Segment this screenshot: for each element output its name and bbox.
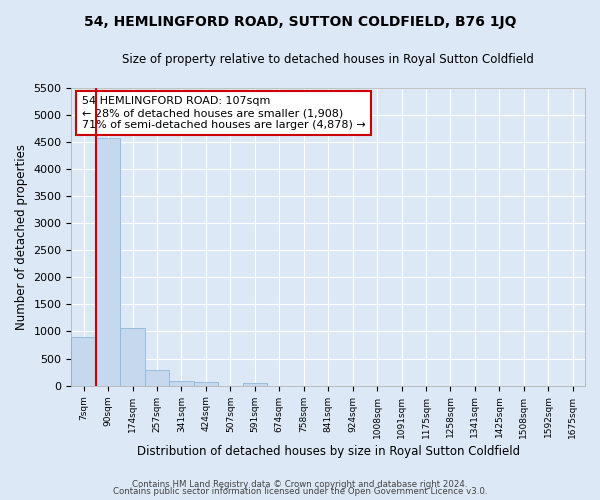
Bar <box>169 381 194 386</box>
Text: 54 HEMLINGFORD ROAD: 107sqm
← 28% of detached houses are smaller (1,908)
71% of : 54 HEMLINGFORD ROAD: 107sqm ← 28% of det… <box>82 96 365 130</box>
Bar <box>194 382 218 386</box>
Bar <box>145 370 169 386</box>
Y-axis label: Number of detached properties: Number of detached properties <box>15 144 28 330</box>
X-axis label: Distribution of detached houses by size in Royal Sutton Coldfield: Distribution of detached houses by size … <box>137 444 520 458</box>
Text: Contains public sector information licensed under the Open Government Licence v3: Contains public sector information licen… <box>113 487 487 496</box>
Bar <box>71 337 96 386</box>
Bar <box>96 138 121 386</box>
Title: Size of property relative to detached houses in Royal Sutton Coldfield: Size of property relative to detached ho… <box>122 52 534 66</box>
Text: 54, HEMLINGFORD ROAD, SUTTON COLDFIELD, B76 1JQ: 54, HEMLINGFORD ROAD, SUTTON COLDFIELD, … <box>84 15 516 29</box>
Text: Contains HM Land Registry data © Crown copyright and database right 2024.: Contains HM Land Registry data © Crown c… <box>132 480 468 489</box>
Bar <box>242 383 267 386</box>
Bar <box>121 328 145 386</box>
